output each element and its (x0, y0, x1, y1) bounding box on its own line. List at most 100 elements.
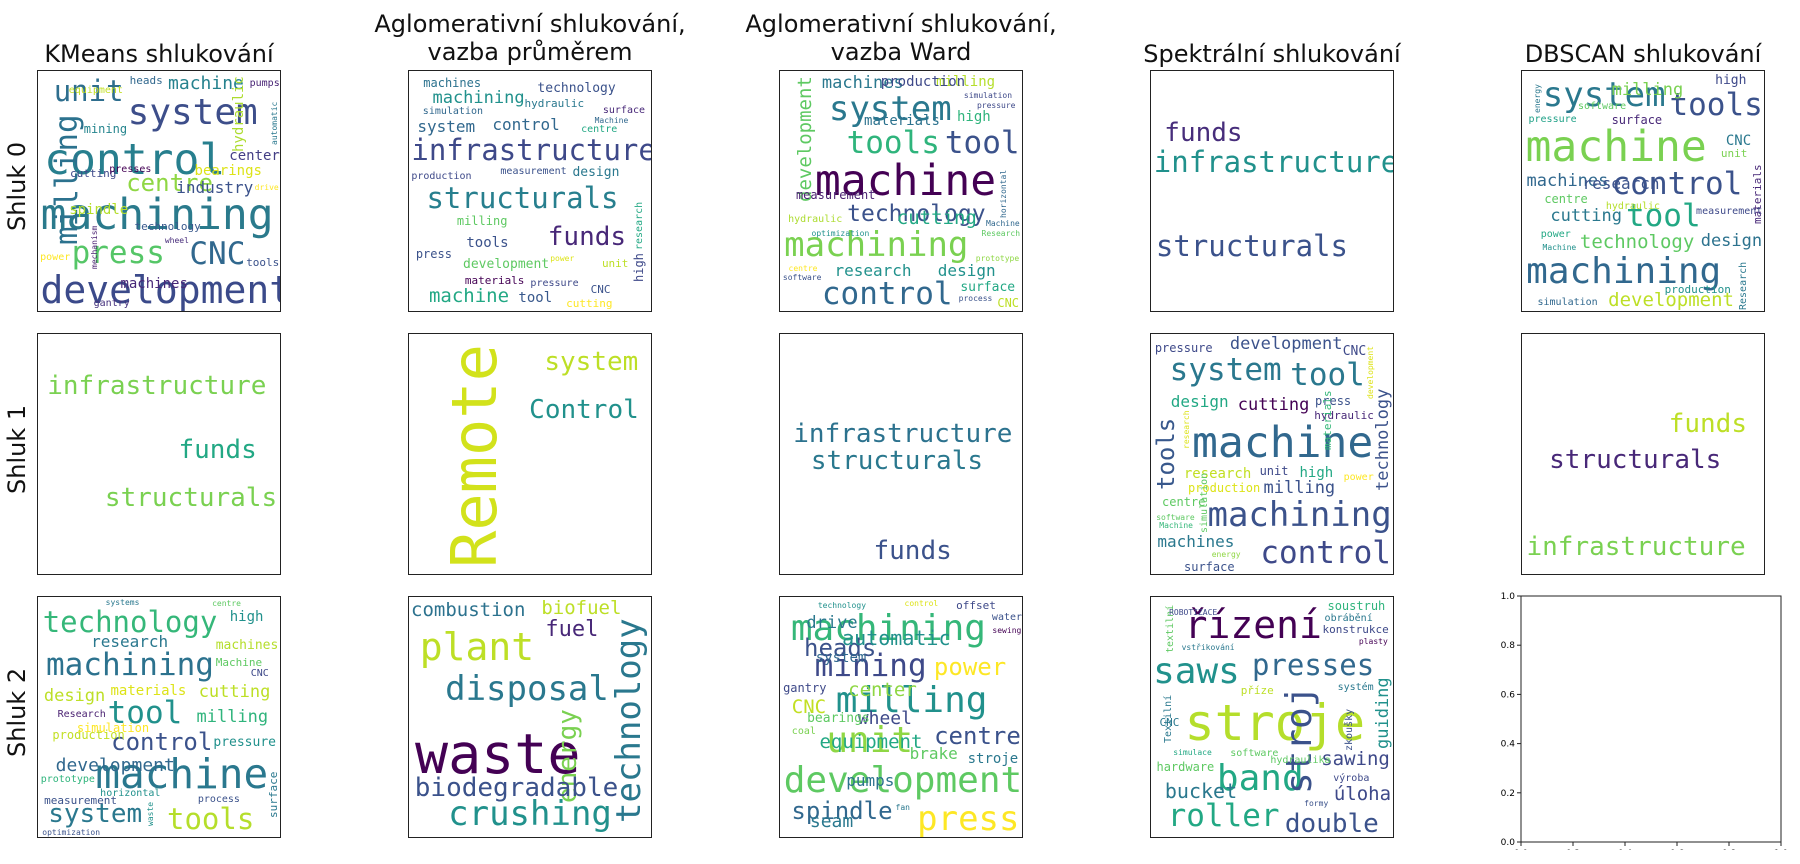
wordcloud-panel: machining control development system press CN… (37, 70, 281, 312)
wordcloud-word: technology (134, 221, 200, 232)
wordcloud-word: design (44, 688, 105, 705)
wordcloud-word: CNC (251, 669, 269, 679)
wordcloud-word: tools (847, 128, 940, 159)
wordcloud-word: high (230, 610, 264, 624)
wordcloud-word: stroje (1184, 698, 1365, 748)
wordcloud-word: stroj (1282, 686, 1318, 794)
wordcloud-word: center (848, 681, 917, 700)
wordcloud-word: Machine (1543, 244, 1577, 252)
y-tick-label: 1.0 (1501, 592, 1516, 602)
wordcloud-word: vstřikování (1182, 644, 1235, 652)
wordcloud-word: Remote (444, 344, 506, 568)
wordcloud-word: Research (1739, 262, 1749, 310)
wordcloud-word: development (56, 757, 175, 775)
wordcloud-word: control (492, 117, 559, 133)
empty-axes: 0.00.20.40.60.81.00.00.20.40.60.81.0 (1491, 590, 1791, 850)
wordcloud-word: machining (432, 90, 524, 107)
wordcloud-word: surface (960, 281, 1015, 294)
column-title: DBSCAN shlukování (1463, 40, 1800, 68)
wordcloud-word: power (934, 655, 1006, 679)
wordcloud-word: milling (196, 709, 268, 726)
wordcloud-word: brake (910, 746, 958, 762)
wordcloud-word: konstrukce (1323, 624, 1389, 635)
wordcloud-word: double (1285, 811, 1379, 837)
wordcloud-word: hydraulika (1270, 756, 1330, 766)
wordcloud-word: biofuel (541, 599, 621, 618)
wordcloud-word: CNC (189, 239, 245, 270)
wordcloud-word: press (72, 238, 165, 269)
wordcloud-word: technology (537, 82, 615, 95)
wordcloud-word: soustruh (1327, 600, 1385, 612)
wordcloud-word: control (905, 600, 939, 608)
wordcloud-word: design (1171, 394, 1229, 410)
wordcloud-word: pressure (530, 279, 578, 289)
x-tick-label: 0.8 (1722, 849, 1737, 850)
axes-frame (1521, 596, 1781, 842)
wordcloud-word: wheel (165, 237, 189, 245)
wordcloud-word: machines (423, 77, 481, 89)
wordcloud-word: hydraulic (788, 215, 842, 225)
wordcloud-word: pumps (846, 773, 894, 789)
wordcloud-word: funds (1669, 411, 1747, 437)
wordcloud-word: guiding (1375, 678, 1392, 750)
wordcloud-panel: waste plant technology crushing disposal ener… (408, 596, 652, 838)
wordcloud-panel: structurals funds infrastructure (37, 333, 281, 575)
wordcloud-word: structurals (426, 184, 618, 213)
wordcloud-word: plant (420, 628, 534, 666)
row-label: Shluk 1 (3, 414, 31, 494)
wordcloud-word: horizontal (100, 789, 160, 799)
wordcloud-word: optimization (42, 829, 100, 837)
wordcloud-word: machine (1192, 422, 1373, 465)
wordcloud-word: saws (1153, 654, 1240, 690)
wordcloud-word: system (544, 349, 638, 375)
wordcloud-word: simulation (1200, 472, 1210, 532)
wordcloud-word: tool (945, 128, 1020, 159)
wordcloud-word: development (784, 763, 1022, 799)
wordcloud-word: machines (120, 277, 187, 291)
wordcloud-panel: machine tool machining technology tools syste… (37, 596, 281, 838)
wordcloud-word: process (959, 295, 993, 303)
wordcloud-word: technology (1580, 233, 1694, 252)
wordcloud-word: zkoušky (1345, 709, 1355, 751)
wordcloud-panel: structurals infrastructure funds machine mac… (408, 70, 652, 312)
wordcloud-word: machines (1157, 534, 1234, 550)
wordcloud-word: bearings (807, 712, 870, 725)
wordcloud-word: presses (1252, 651, 1374, 680)
wordcloud-word: simulace (1173, 749, 1212, 757)
wordcloud-word: centre (789, 265, 818, 273)
wordcloud-word: cutting (199, 684, 271, 701)
wordcloud-word: tools (466, 236, 508, 250)
wordcloud-word: prototype (41, 775, 95, 785)
wordcloud-word: materials (111, 684, 187, 698)
wordcloud-word: fan (896, 804, 910, 812)
y-tick-label: 0.0 (1501, 838, 1516, 848)
wordcloud-word: funds (178, 437, 256, 463)
wordcloud-word: Textilní (1164, 695, 1174, 743)
wordcloud-word: water (992, 613, 1022, 623)
wordcloud-word: surface (1612, 114, 1663, 126)
wordcloud-word: production (411, 172, 471, 182)
wordcloud-word: infrastructure (1527, 534, 1746, 560)
wordcloud-word: machine (1526, 126, 1707, 169)
wordcloud-word: pressure (213, 736, 276, 749)
wordcloud-word: control (822, 279, 953, 310)
wordcloud-word: development (1367, 346, 1375, 399)
wordcloud-panel: machine machining tool control system tools cu… (1150, 333, 1394, 575)
wordcloud-word: materials (864, 114, 940, 128)
wordcloud-word: research (1183, 411, 1191, 450)
wordcloud-word: pressure (977, 102, 1016, 110)
wordcloud-word: biodegradable (415, 775, 619, 801)
column-title: vazba Ward (721, 38, 1081, 66)
y-tick-label: 0.2 (1501, 789, 1515, 799)
wordcloud-word: tools (1154, 417, 1178, 489)
wordcloud-word: equipment (819, 733, 922, 752)
wordcloud-word: simulation (1538, 298, 1598, 308)
wordcloud-word: measurement (796, 189, 875, 201)
wordcloud-word: tools (167, 805, 254, 834)
wordcloud-word: hydraulic (525, 98, 585, 109)
wordcloud-word: roller (1168, 801, 1280, 832)
row-label: Shluk 0 (3, 151, 31, 231)
wordcloud-word: CNC (1343, 345, 1366, 358)
wordcloud-word: simulation (423, 107, 483, 117)
wordcloud-word: milling (457, 215, 508, 227)
